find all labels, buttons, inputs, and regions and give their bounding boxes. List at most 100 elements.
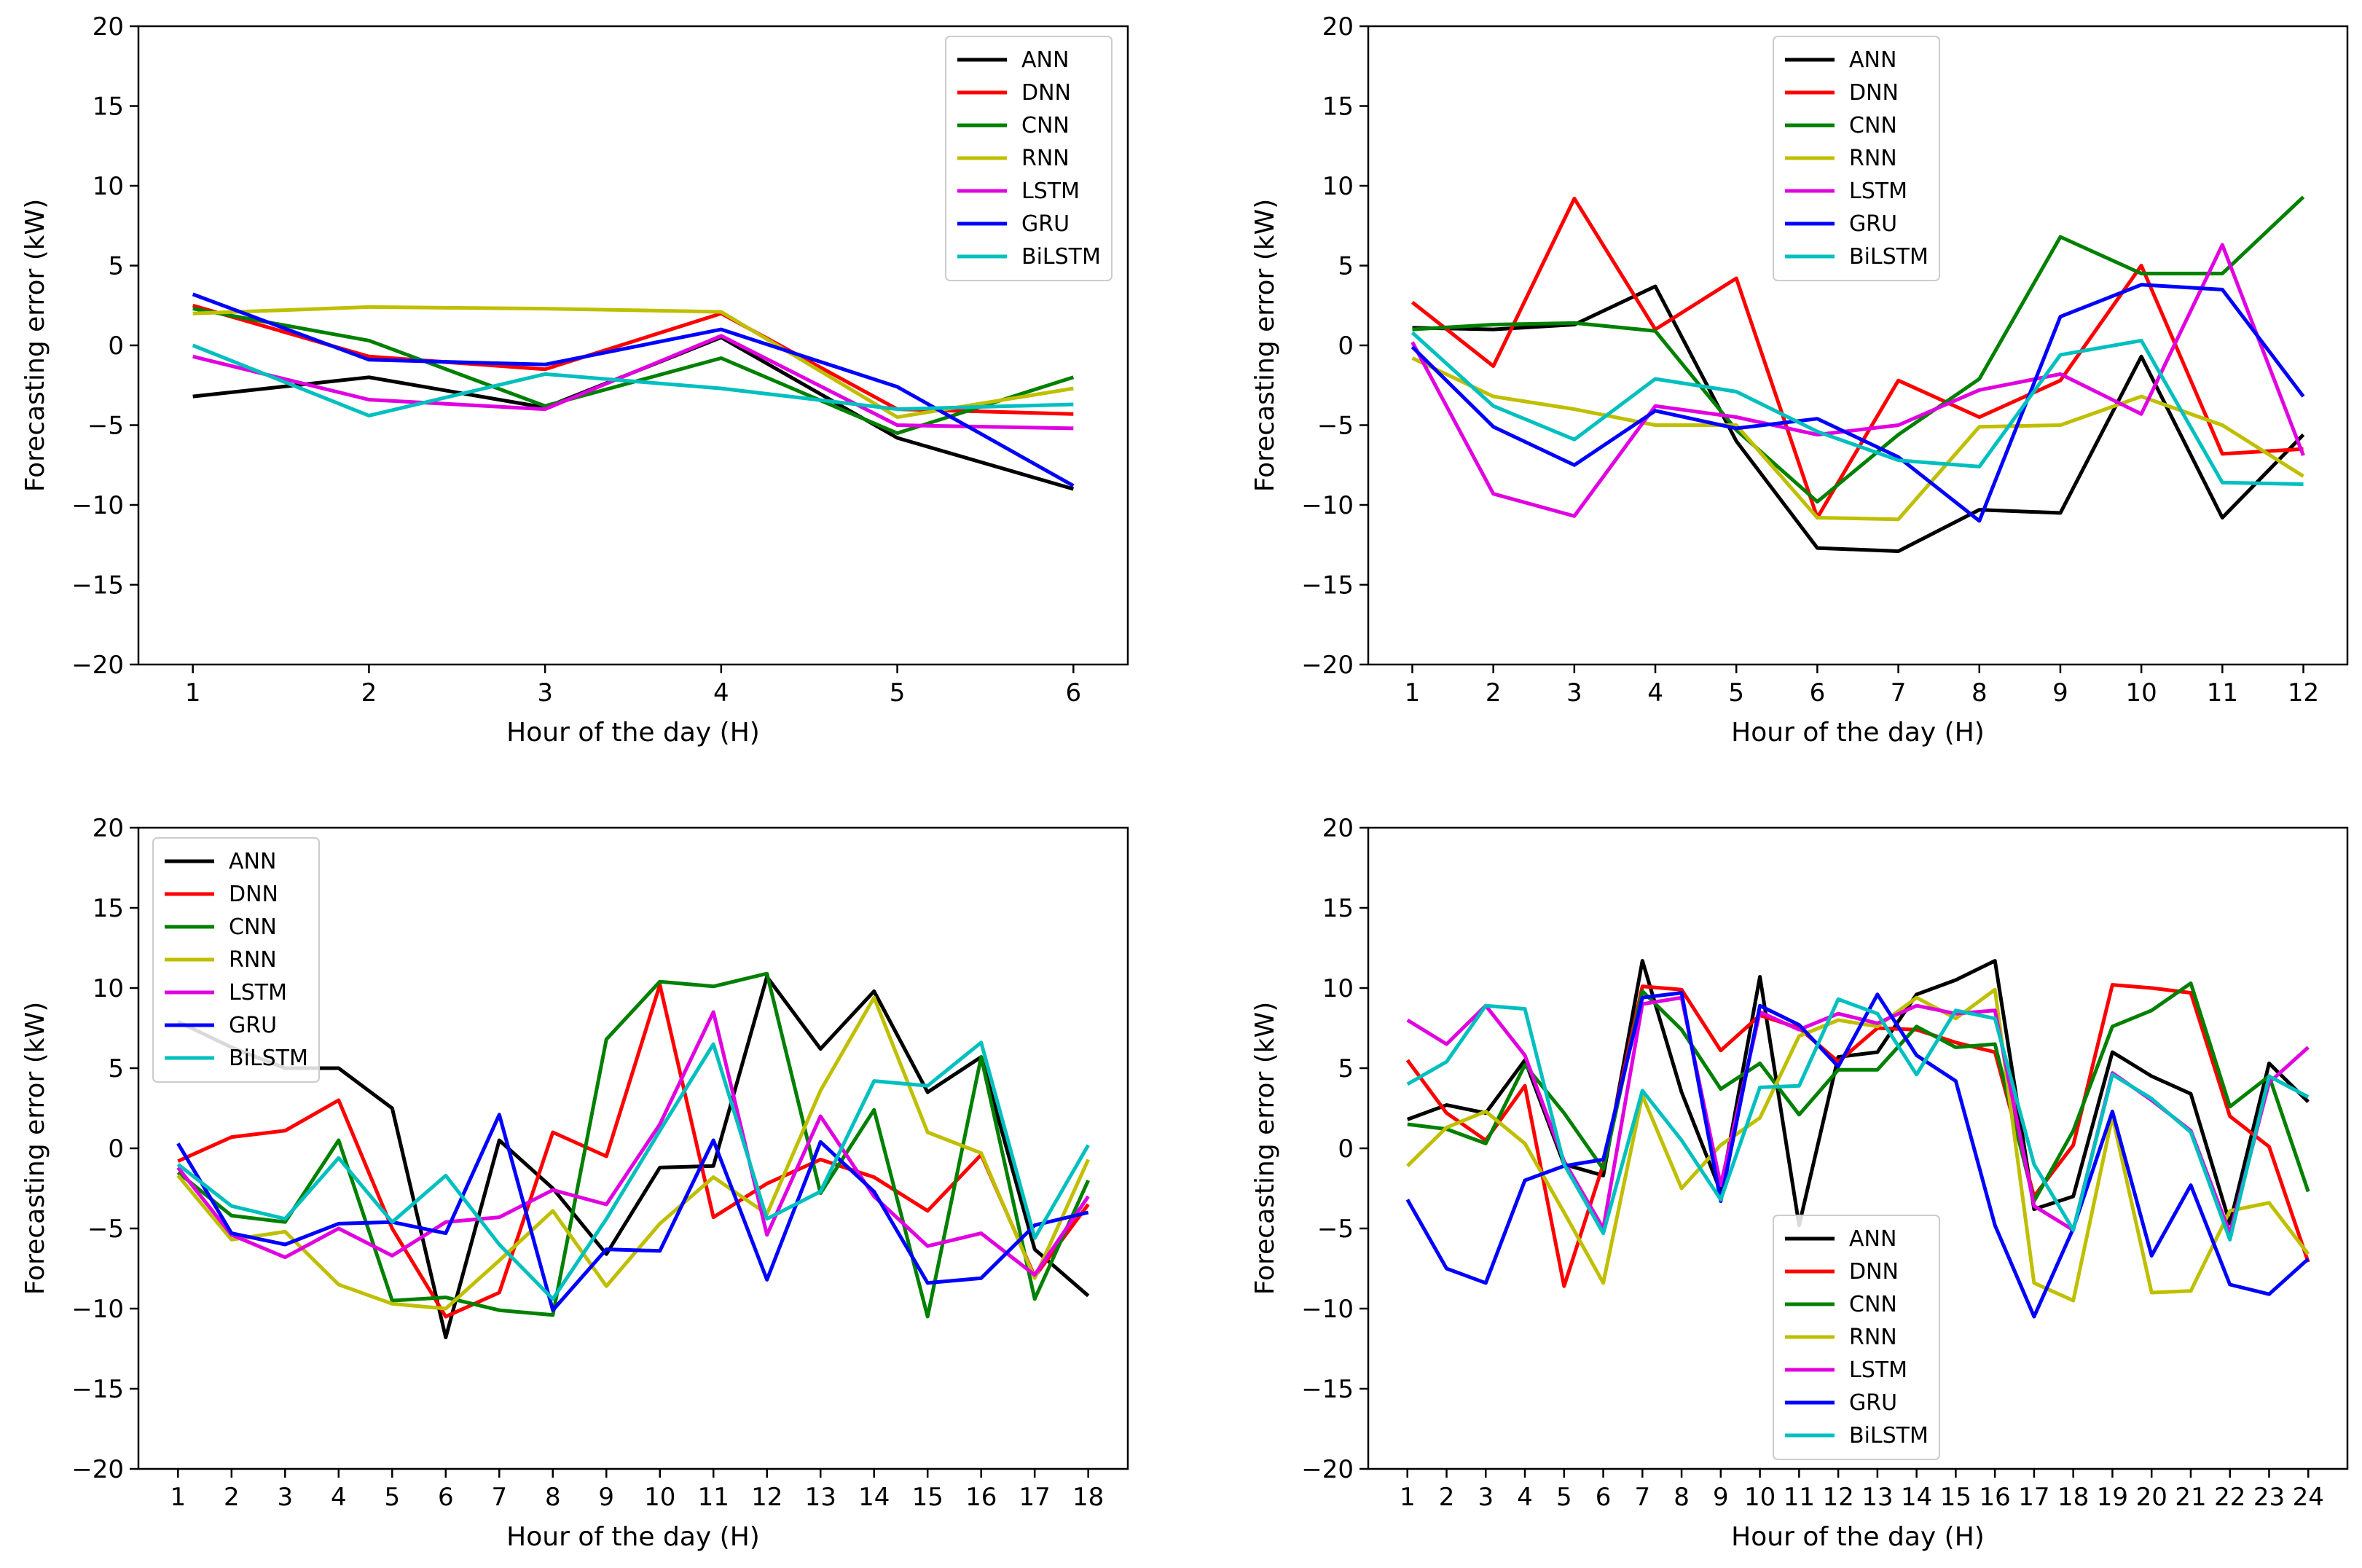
legend-label-gru: GRU (229, 1013, 277, 1038)
legend-label-bilstm: BiLSTM (1849, 244, 1929, 270)
x-tick-label: 11 (1784, 1483, 1815, 1512)
x-tick-label: 11 (2207, 678, 2238, 707)
x-tick-label: 10 (2126, 678, 2157, 707)
legend-label-cnn: CNN (229, 914, 277, 940)
series-line-gru (1410, 283, 2305, 523)
y-tick-label: 5 (1338, 1054, 1354, 1083)
x-tick-label: 8 (1674, 1483, 1690, 1512)
legend-label-lstm: LSTM (229, 980, 287, 1006)
legend-label-ann: ANN (1849, 1226, 1896, 1252)
legend-label-lstm: LSTM (1021, 179, 1080, 204)
series-line-lstm (176, 1010, 1090, 1277)
x-tick-label: 3 (1566, 678, 1582, 707)
x-tick-label: 16 (965, 1483, 997, 1512)
legend-label-gru: GRU (1021, 211, 1070, 237)
y-tick-label: 10 (1322, 974, 1354, 1003)
x-tick-label: 5 (384, 1483, 400, 1512)
y-tick-label: 15 (1322, 93, 1354, 122)
y-tick-label: −20 (1301, 651, 1354, 680)
series-line-dnn (177, 983, 1090, 1319)
legend-label-bilstm: BiLSTM (229, 1046, 308, 1071)
legend-label-rnn: RNN (229, 947, 277, 973)
chart-panel-1: −20 −15 −10 −5 0 5 10 15 20 1 2 3 4 5 6 Hour of the day… (20, 12, 1129, 748)
legend-label-dnn: DNN (1849, 80, 1899, 106)
x-tick-label: 9 (1713, 1483, 1729, 1512)
x-tick-label: 10 (644, 1483, 675, 1512)
y-tick-label: −15 (71, 1375, 124, 1404)
x-tick-label: 23 (2253, 1483, 2285, 1512)
legend-label-ann: ANN (229, 849, 276, 874)
series-line-lstm (1410, 243, 2305, 518)
x-tick-label: 5 (1728, 678, 1744, 707)
y-tick-label: −10 (71, 491, 124, 520)
legend-label-rnn: RNN (1849, 1325, 1897, 1350)
y-tick-label: −5 (1317, 412, 1354, 441)
legend-box (1773, 36, 1940, 281)
x-tick-label: 22 (2214, 1483, 2245, 1512)
legend: ANN DNN CNN RNN LSTM GRU BiLSTM (1773, 1215, 1940, 1460)
x-tick-label: 7 (1634, 1483, 1650, 1512)
y-tick-label: −10 (71, 1295, 124, 1324)
legend-label-bilstm: BiLSTM (1849, 1423, 1929, 1449)
legend-label-cnn: CNN (1849, 113, 1897, 138)
y-tick-label: 0 (108, 1134, 124, 1164)
legend-label-dnn: DNN (1849, 1259, 1899, 1285)
y-axis-label: Forecasting error (kW) (1250, 1002, 1280, 1295)
legend-label-cnn: CNN (1021, 113, 1070, 138)
legend-label-lstm: LSTM (1849, 1357, 1907, 1383)
x-tick-label: 3 (537, 678, 553, 707)
x-tick-label: 3 (277, 1483, 293, 1512)
x-tick-label: 8 (1971, 678, 1988, 707)
x-tick-label: 12 (751, 1483, 782, 1512)
x-tick-label: 10 (1744, 1483, 1776, 1512)
x-axis-label: Hour of the day (H) (1731, 1522, 1985, 1552)
x-tick-label: 1 (1405, 678, 1421, 707)
series-line-rnn (176, 995, 1090, 1311)
legend: ANN DNN CNN RNN LSTM GRU BiLSTM (945, 36, 1113, 281)
y-tick-label: −20 (1301, 1455, 1354, 1484)
x-tick-label: 18 (1072, 1483, 1104, 1512)
legend-label-bilstm: BiLSTM (1021, 244, 1101, 270)
series-line-rnn (1411, 356, 2304, 522)
y-tick-label: 0 (108, 332, 124, 361)
series-line-dnn (1410, 197, 2304, 520)
series-line-bilstm (192, 343, 1074, 418)
series-line-rnn (1406, 987, 2310, 1303)
series-line-ann (177, 975, 1090, 1340)
y-tick-label: −5 (87, 412, 124, 441)
x-tick-label: 9 (598, 1483, 614, 1512)
x-tick-label: 1 (1400, 1483, 1416, 1512)
x-tick-label: 13 (1861, 1483, 1893, 1512)
y-tick-label: 20 (1322, 814, 1354, 843)
x-tick-label: 1 (185, 678, 201, 707)
x-tick-label: 2 (361, 678, 377, 707)
y-axis-label: Forecasting error (kW) (20, 1002, 50, 1295)
x-tick-label: 18 (2057, 1483, 2089, 1512)
y-tick-label: 5 (1338, 252, 1354, 281)
plot-frame (137, 826, 1129, 1470)
x-tick-label: 12 (1822, 1483, 1853, 1512)
y-tick-label: 10 (93, 172, 124, 201)
x-tick-label: 12 (2288, 678, 2319, 707)
x-tick-label: 20 (2136, 1483, 2167, 1512)
y-tick-label: 10 (93, 974, 124, 1003)
y-tick-label: 10 (1322, 172, 1354, 201)
x-tick-label: 6 (1810, 678, 1826, 707)
y-tick-label: −10 (1301, 1295, 1354, 1324)
y-tick-label: −15 (71, 571, 124, 600)
y-tick-label: 0 (1338, 332, 1354, 361)
legend-label-rnn: RNN (1849, 146, 1897, 171)
series-line-bilstm (176, 1040, 1090, 1301)
legend-label-gru: GRU (1849, 211, 1897, 237)
series-line-rnn (192, 305, 1074, 419)
y-axis-label: Forecasting error (kW) (20, 199, 50, 493)
x-tick-label: 16 (1980, 1483, 2011, 1512)
series-line-gru (192, 292, 1075, 487)
x-tick-label: 15 (1940, 1483, 1971, 1512)
y-axis-label: Forecasting error (kW) (1250, 199, 1280, 493)
series-line-lstm (192, 334, 1074, 431)
y-tick-label: −20 (71, 651, 124, 680)
